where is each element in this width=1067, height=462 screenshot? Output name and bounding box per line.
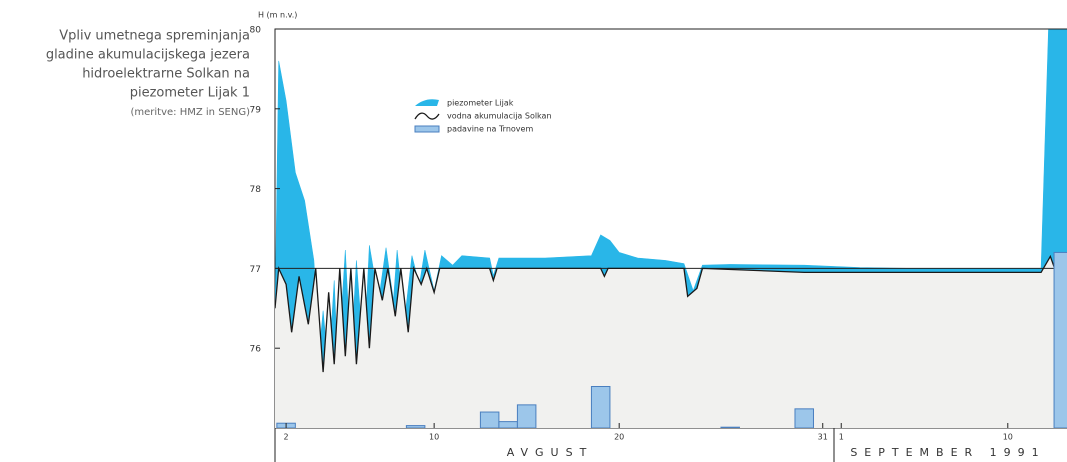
reservoir-line (275, 254, 1067, 373)
y-tick-label: 76 (250, 345, 262, 355)
precipitation-bar (1053, 251, 1067, 428)
precipitation-bar (405, 425, 426, 428)
month-label: AVGUST (507, 446, 594, 459)
precipitation-bar (479, 411, 500, 428)
y-axis-label: H (m n.v.) (258, 11, 297, 20)
precipitation-bar (516, 404, 537, 428)
month-label: SEPTEMBER 1991 (850, 446, 1045, 459)
title-line: Vpliv umetnega spreminjanja (59, 29, 250, 44)
legend-label: vodna akumulacija Solkan (447, 112, 552, 121)
subtitle: (meritve: HMZ in SENG) (131, 107, 251, 118)
caption: Vpliv umetnega spreminjanja gladine akum… (46, 29, 250, 119)
precipitation-bar (720, 426, 740, 428)
x-tick-label: 10 (1003, 433, 1013, 442)
y-tick-label: 80 (250, 26, 262, 36)
precipitation-bar (498, 421, 518, 428)
y-tick-label: 78 (250, 185, 262, 195)
x-tick-label: 20 (614, 433, 624, 442)
precipitation-bar (794, 408, 814, 428)
x-tick-label: 31 (818, 433, 828, 442)
y-tick-label: 77 (250, 265, 261, 275)
title-line: hidroelektrarne Solkan na (82, 67, 250, 82)
plot-area (275, 29, 1067, 428)
title-line: gladine akumulacijskega jezera (46, 48, 250, 63)
x-tick-label: 2 (284, 433, 289, 442)
reservoir-fill (275, 256, 1067, 428)
y-tick-label: 79 (250, 105, 262, 115)
precipitation-bar (590, 386, 611, 428)
title-line: piezometer Lijak 1 (130, 86, 250, 101)
legend-label: padavine na Trnovem (447, 125, 533, 134)
legend-label: piezometer Lijak (447, 99, 514, 108)
legend-swatch (414, 112, 440, 120)
legend-swatch (414, 125, 440, 133)
legend-swatch (415, 99, 439, 106)
x-tick-label: 10 (429, 433, 439, 442)
x-tick-label: 1 (839, 433, 844, 442)
